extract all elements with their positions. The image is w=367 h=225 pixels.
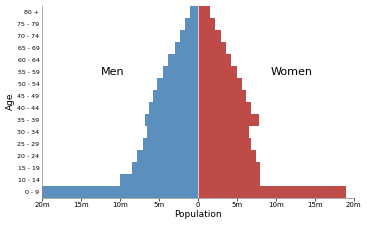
Bar <box>185 18 198 29</box>
Bar <box>198 90 246 101</box>
X-axis label: Population: Population <box>174 210 222 219</box>
Bar <box>190 6 198 18</box>
Bar <box>198 126 248 137</box>
Bar <box>198 162 260 173</box>
Bar <box>198 18 215 29</box>
Bar <box>120 173 198 185</box>
Bar <box>198 42 226 54</box>
Y-axis label: Age: Age <box>6 93 15 110</box>
Bar <box>163 65 198 78</box>
Bar <box>180 29 198 42</box>
Bar <box>157 78 198 90</box>
Text: Men: Men <box>101 67 124 76</box>
Bar <box>198 78 241 90</box>
Bar <box>198 101 251 114</box>
Bar <box>168 54 198 65</box>
Bar <box>198 150 256 162</box>
Bar <box>42 185 198 198</box>
Bar <box>198 114 259 126</box>
Text: Women: Women <box>270 67 312 76</box>
Bar <box>137 150 198 162</box>
Bar <box>198 65 237 78</box>
Bar <box>153 90 198 101</box>
Bar <box>175 42 198 54</box>
Bar <box>198 185 346 198</box>
Bar <box>198 29 221 42</box>
Bar <box>149 101 198 114</box>
Bar <box>198 137 251 150</box>
Bar <box>132 162 198 173</box>
Bar <box>198 173 260 185</box>
Bar <box>198 6 210 18</box>
Bar <box>198 54 232 65</box>
Bar <box>143 137 198 150</box>
Bar <box>147 126 198 137</box>
Bar <box>145 114 198 126</box>
